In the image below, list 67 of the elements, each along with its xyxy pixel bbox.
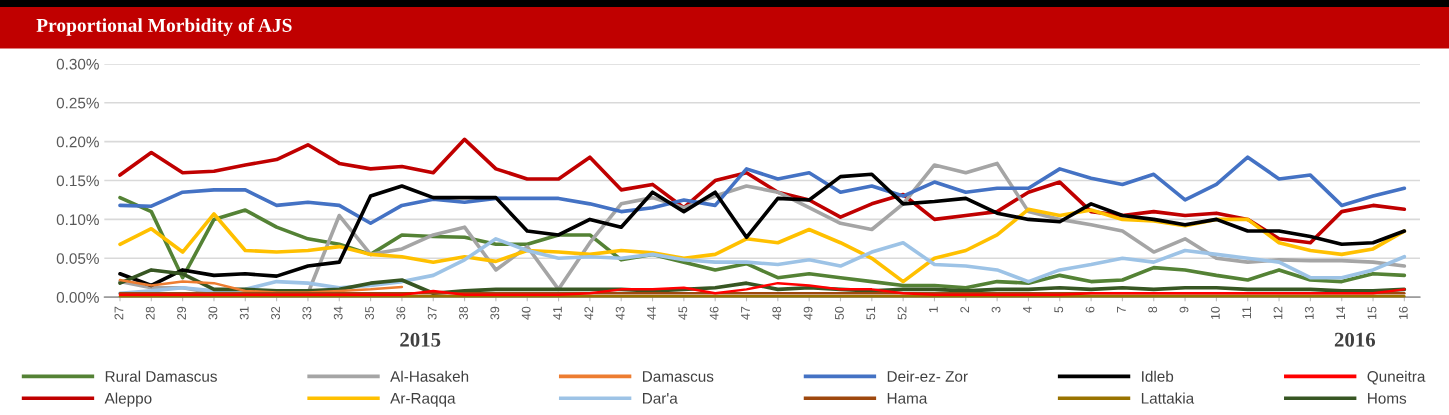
x-tick-label: 39 — [490, 306, 500, 320]
x-tick-label: 43 — [615, 306, 625, 320]
x-tick-label: 29 — [177, 306, 186, 320]
line-series — [118, 281, 1406, 297]
x-tick-label: 35 — [365, 306, 374, 320]
legend-label: Rural Damascus — [105, 370, 217, 382]
legend-label: Homs — [1368, 393, 1407, 404]
x-tick-label: 48 — [772, 306, 782, 320]
legend-label: Hama — [887, 393, 928, 404]
x-tick-label: 41 — [553, 306, 562, 320]
x-tick-label: 4 — [1023, 306, 1032, 313]
text: 2016 — [1334, 332, 1376, 347]
x-tick-label: 42 — [584, 306, 594, 320]
x-tick-label: 36 — [396, 306, 406, 320]
x-tick-label: 32 — [271, 306, 280, 320]
x-tick-label: 6 — [1085, 306, 1095, 313]
x-tick-label: 11 — [1242, 306, 1251, 319]
x-tick-label: 40 — [521, 306, 531, 320]
x-tick-label: 52 — [897, 306, 907, 320]
legend-label: Idleb — [1142, 370, 1174, 382]
legend-label: Lattakia — [1141, 392, 1195, 404]
x-tick-label: 3 — [991, 306, 1001, 313]
x-tick-label: 50 — [834, 306, 844, 320]
legend-label: Aleppo — [104, 392, 152, 407]
x-tick-label: 9 — [1179, 306, 1189, 313]
legend-label: Damascus — [642, 371, 714, 382]
y-tick-label: 0.30% — [56, 58, 99, 70]
x-tick-label: 10 — [1210, 306, 1220, 320]
legend-label: Ar-Raqqa — [390, 393, 456, 407]
y-tick-label: 0.10% — [56, 214, 99, 226]
x-tick-label: 44 — [647, 306, 656, 320]
x-tick-label: 13 — [1304, 306, 1314, 320]
chart-title: Proportional Morbidity of AJS — [36, 18, 292, 36]
x-tick-label: 16 — [1398, 306, 1408, 320]
line-series — [118, 237, 1407, 296]
x-tick-label: 31 — [239, 306, 249, 320]
x-tick-label: 2 — [960, 306, 970, 313]
x-tick-label: 8 — [1148, 306, 1158, 313]
x-tick-label: 46 — [709, 306, 719, 320]
x-tick-label: 51 — [866, 306, 876, 320]
y-tick-label: 0.15% — [56, 175, 99, 187]
y-tick-label: 0.25% — [56, 97, 99, 109]
x-tick-label: 47 — [741, 306, 750, 320]
x-tick-label: 15 — [1367, 306, 1377, 320]
legend-label: Al-Hasakeh — [390, 370, 469, 382]
x-tick-label: 12 — [1273, 306, 1283, 320]
x-tick-label: 34 — [333, 306, 343, 320]
legend-label: Quneitra — [1367, 370, 1426, 385]
x-tick-label: 1 — [929, 306, 938, 313]
x-tick-label: 45 — [678, 306, 688, 320]
x-tick-label: 14 — [1336, 306, 1345, 320]
legend-label: Deir-ez- Zor — [887, 370, 968, 382]
x-tick-label: 28 — [145, 306, 155, 320]
x-tick-label: 38 — [459, 306, 468, 320]
x-tick-label: 5 — [1054, 306, 1064, 313]
y-tick-label: 0.00% — [56, 292, 99, 303]
y-tick-label: 0.05% — [56, 253, 99, 264]
legend-label: Dar'a — [642, 393, 678, 404]
x-tick-label: 37 — [427, 306, 437, 320]
x-tick-label: 30 — [208, 306, 218, 320]
x-tick-label: 33 — [302, 306, 312, 320]
x-tick-label: 49 — [803, 306, 813, 320]
y-tick-label: 0.20% — [56, 136, 99, 148]
x-tick-label: 7 — [1117, 306, 1126, 313]
x-tick-label: 27 — [114, 306, 124, 320]
text: 2015 — [400, 332, 441, 347]
line-series — [118, 155, 1407, 226]
